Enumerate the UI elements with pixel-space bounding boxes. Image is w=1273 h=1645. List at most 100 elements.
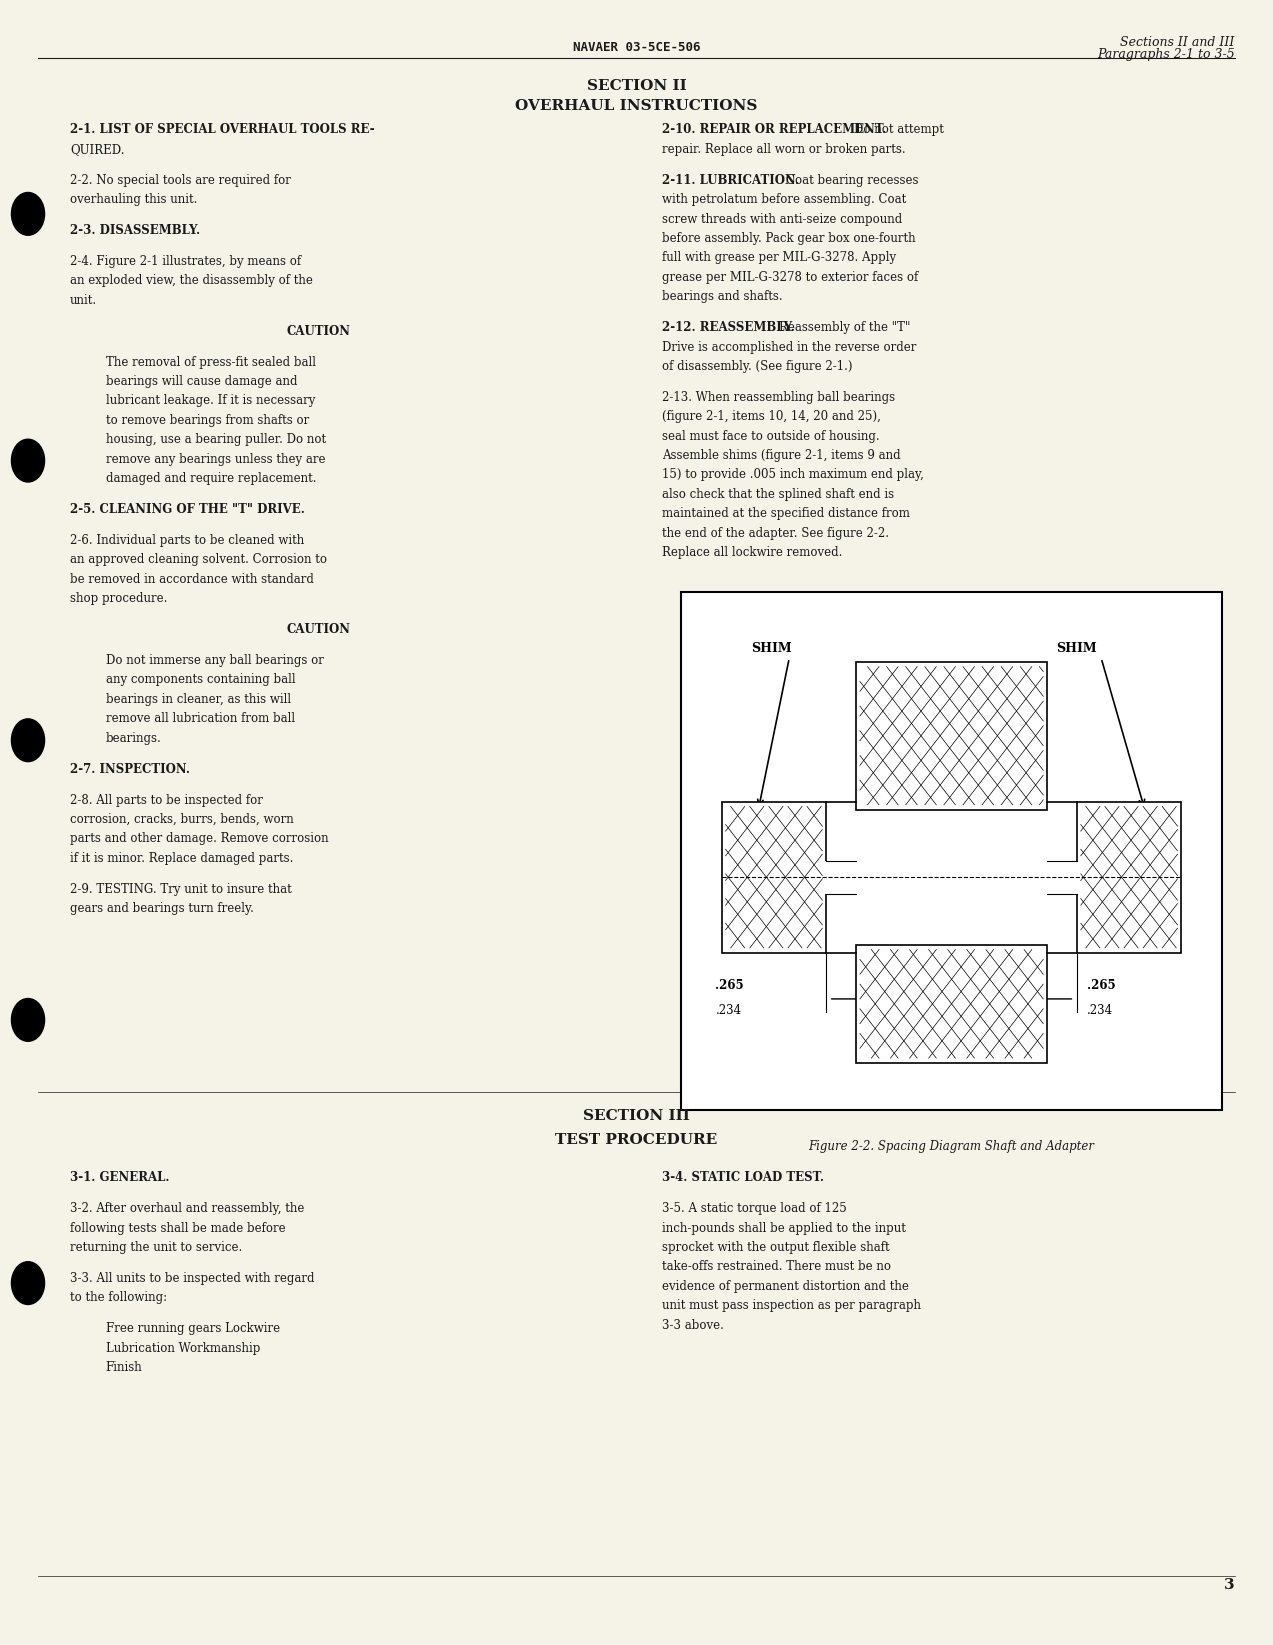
Text: screw threads with anti-seize compound: screw threads with anti-seize compound	[662, 212, 903, 225]
Text: 3-3 above.: 3-3 above.	[662, 1319, 724, 1332]
Text: NAVAER 03-5CE-506: NAVAER 03-5CE-506	[573, 41, 700, 54]
Text: the end of the adapter. See figure 2-2.: the end of the adapter. See figure 2-2.	[662, 526, 889, 540]
Text: Coat bearing recesses: Coat bearing recesses	[785, 174, 918, 188]
Text: to remove bearings from shafts or: to remove bearings from shafts or	[106, 415, 309, 428]
Circle shape	[11, 999, 45, 1041]
Text: 2-10. REPAIR OR REPLACEMENT.: 2-10. REPAIR OR REPLACEMENT.	[662, 123, 886, 137]
Text: remove any bearings unless they are: remove any bearings unless they are	[106, 452, 325, 466]
Text: bearings will cause damage and: bearings will cause damage and	[106, 375, 297, 388]
Text: lubricant leakage. If it is necessary: lubricant leakage. If it is necessary	[106, 395, 314, 408]
Circle shape	[11, 1262, 45, 1304]
Text: Assemble shims (figure 2-1, items 9 and: Assemble shims (figure 2-1, items 9 and	[662, 449, 900, 462]
Text: Lubrication Workmanship: Lubrication Workmanship	[106, 1342, 260, 1355]
Text: sprocket with the output flexible shaft: sprocket with the output flexible shaft	[662, 1240, 890, 1253]
Text: evidence of permanent distortion and the: evidence of permanent distortion and the	[662, 1280, 909, 1293]
Bar	[1077, 801, 1181, 952]
Text: before assembly. Pack gear box one-fourth: before assembly. Pack gear box one-fourt…	[662, 232, 915, 245]
Text: 2-11. LUBRICATION.: 2-11. LUBRICATION.	[662, 174, 799, 188]
Text: housing, use a bearing puller. Do not: housing, use a bearing puller. Do not	[106, 433, 326, 446]
Text: inch-pounds shall be applied to the input: inch-pounds shall be applied to the inpu…	[662, 1222, 906, 1235]
Text: Replace all lockwire removed.: Replace all lockwire removed.	[662, 546, 843, 559]
Text: bearings in cleaner, as this will: bearings in cleaner, as this will	[106, 693, 290, 706]
Text: 2-12. REASSEMBLY.: 2-12. REASSEMBLY.	[662, 321, 794, 334]
Text: .234: .234	[715, 1003, 742, 1017]
Text: QUIRED.: QUIRED.	[70, 143, 125, 156]
Text: 2-5. CLEANING OF THE "T" DRIVE.: 2-5. CLEANING OF THE "T" DRIVE.	[70, 503, 306, 517]
Text: 2-4. Figure 2-1 illustrates, by means of: 2-4. Figure 2-1 illustrates, by means of	[70, 255, 302, 268]
Text: Free running gears Lockwire: Free running gears Lockwire	[106, 1323, 280, 1336]
Text: take-offs restrained. There must be no: take-offs restrained. There must be no	[662, 1260, 891, 1273]
Text: (figure 2-1, items 10, 14, 20 and 25),: (figure 2-1, items 10, 14, 20 and 25),	[662, 410, 881, 423]
Text: Drive is accomplished in the reverse order: Drive is accomplished in the reverse ord…	[662, 341, 917, 354]
Text: 3: 3	[1225, 1578, 1235, 1592]
Text: of disassembly. (See figure 2-1.): of disassembly. (See figure 2-1.)	[662, 360, 853, 373]
Text: if it is minor. Replace damaged parts.: if it is minor. Replace damaged parts.	[70, 852, 293, 865]
Text: .234: .234	[1087, 1003, 1114, 1017]
Text: Sections II and III: Sections II and III	[1120, 36, 1235, 49]
Text: repair. Replace all worn or broken parts.: repair. Replace all worn or broken parts…	[662, 143, 905, 156]
Text: an exploded view, the disassembly of the: an exploded view, the disassembly of the	[70, 275, 313, 288]
Text: 2-3. DISASSEMBLY.: 2-3. DISASSEMBLY.	[70, 224, 200, 237]
Circle shape	[11, 192, 45, 235]
Text: an approved cleaning solvent. Corrosion to: an approved cleaning solvent. Corrosion …	[70, 553, 327, 566]
Text: 3-2. After overhaul and reassembly, the: 3-2. After overhaul and reassembly, the	[70, 1202, 304, 1216]
Text: following tests shall be made before: following tests shall be made before	[70, 1222, 285, 1235]
Text: SHIM: SHIM	[751, 642, 792, 655]
Text: unit.: unit.	[70, 294, 97, 308]
Text: bearings and shafts.: bearings and shafts.	[662, 290, 783, 303]
Text: Reassembly of the "T": Reassembly of the "T"	[779, 321, 910, 334]
Text: also check that the splined shaft end is: also check that the splined shaft end is	[662, 489, 894, 502]
Text: 3-5. A static torque load of 125: 3-5. A static torque load of 125	[662, 1202, 847, 1216]
Text: 2-2. No special tools are required for: 2-2. No special tools are required for	[70, 174, 292, 188]
Text: SECTION III: SECTION III	[583, 1109, 690, 1124]
Text: corrosion, cracks, burrs, bends, worn: corrosion, cracks, burrs, bends, worn	[70, 813, 294, 826]
Text: 2-9. TESTING. Try unit to insure that: 2-9. TESTING. Try unit to insure that	[70, 883, 292, 897]
Text: TEST PROCEDURE: TEST PROCEDURE	[555, 1133, 718, 1148]
Text: 2-6. Individual parts to be cleaned with: 2-6. Individual parts to be cleaned with	[70, 535, 304, 548]
Text: 15) to provide .005 inch maximum end play,: 15) to provide .005 inch maximum end pla…	[662, 469, 924, 482]
Text: Do not attempt: Do not attempt	[854, 123, 945, 137]
Bar	[824, 860, 1080, 893]
Text: Finish: Finish	[106, 1360, 143, 1374]
Text: with petrolatum before assembling. Coat: with petrolatum before assembling. Coat	[662, 192, 906, 206]
Text: 3-3. All units to be inspected with regard: 3-3. All units to be inspected with rega…	[70, 1272, 314, 1285]
Text: returning the unit to service.: returning the unit to service.	[70, 1240, 242, 1253]
Text: grease per MIL-G-3278 to exterior faces of: grease per MIL-G-3278 to exterior faces …	[662, 271, 918, 285]
Text: maintained at the specified distance from: maintained at the specified distance fro…	[662, 507, 910, 520]
Text: seal must face to outside of housing.: seal must face to outside of housing.	[662, 429, 880, 443]
Text: CAUTION: CAUTION	[286, 623, 350, 637]
Text: bearings.: bearings.	[106, 732, 162, 745]
Bar	[722, 801, 826, 952]
Text: The removal of press-fit sealed ball: The removal of press-fit sealed ball	[106, 355, 316, 368]
Text: Paragraphs 2-1 to 3-5: Paragraphs 2-1 to 3-5	[1097, 48, 1235, 61]
Text: full with grease per MIL-G-3278. Apply: full with grease per MIL-G-3278. Apply	[662, 252, 896, 265]
Text: remove all lubrication from ball: remove all lubrication from ball	[106, 712, 295, 725]
Text: .265: .265	[1087, 979, 1115, 992]
Text: 2-7. INSPECTION.: 2-7. INSPECTION.	[70, 763, 190, 776]
Text: 3-1. GENERAL.: 3-1. GENERAL.	[70, 1171, 169, 1184]
Text: to the following:: to the following:	[70, 1291, 167, 1304]
Circle shape	[11, 439, 45, 482]
Text: any components containing ball: any components containing ball	[106, 673, 295, 686]
Text: parts and other damage. Remove corrosion: parts and other damage. Remove corrosion	[70, 832, 328, 846]
Text: 2-13. When reassembling ball bearings: 2-13. When reassembling ball bearings	[662, 392, 895, 405]
Text: SECTION II: SECTION II	[587, 79, 686, 94]
Text: be removed in accordance with standard: be removed in accordance with standard	[70, 572, 314, 586]
Bar	[681, 592, 1222, 1110]
Text: damaged and require replacement.: damaged and require replacement.	[106, 472, 316, 485]
Text: OVERHAUL INSTRUCTIONS: OVERHAUL INSTRUCTIONS	[516, 99, 757, 114]
Text: Do not immerse any ball bearings or: Do not immerse any ball bearings or	[106, 655, 323, 668]
Text: 2-8. All parts to be inspected for: 2-8. All parts to be inspected for	[70, 793, 264, 806]
Text: shop procedure.: shop procedure.	[70, 592, 167, 605]
Text: unit must pass inspection as per paragraph: unit must pass inspection as per paragra…	[662, 1300, 920, 1313]
Circle shape	[11, 719, 45, 762]
Text: 3-4. STATIC LOAD TEST.: 3-4. STATIC LOAD TEST.	[662, 1171, 824, 1184]
Text: 2-1. LIST OF SPECIAL OVERHAUL TOOLS RE-: 2-1. LIST OF SPECIAL OVERHAUL TOOLS RE-	[70, 123, 374, 137]
Text: .265: .265	[715, 979, 743, 992]
Text: SHIM: SHIM	[1057, 642, 1097, 655]
Text: gears and bearings turn freely.: gears and bearings turn freely.	[70, 901, 253, 915]
Bar	[857, 661, 1048, 809]
Text: overhauling this unit.: overhauling this unit.	[70, 192, 197, 206]
Text: Figure 2-2. Spacing Diagram Shaft and Adapter: Figure 2-2. Spacing Diagram Shaft and Ad…	[808, 1140, 1095, 1153]
Bar	[857, 944, 1048, 1063]
